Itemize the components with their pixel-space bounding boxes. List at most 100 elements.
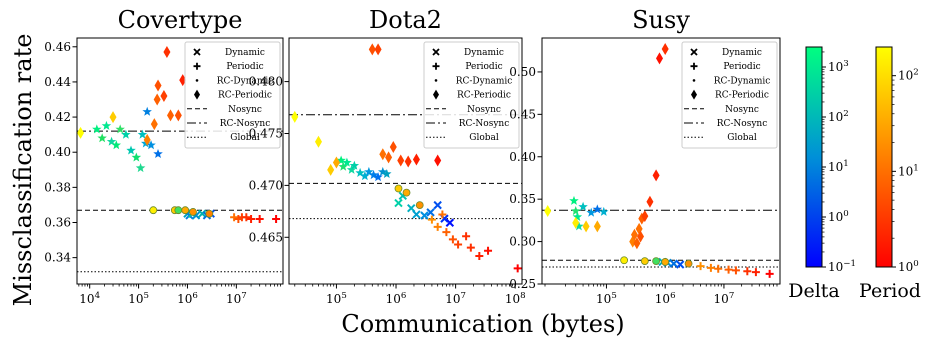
subplot-covertype: Covertype 104 105 106 107 0.34 0.36 0.38 0.40 0.4…	[44, 6, 284, 306]
marker-global	[640, 257, 649, 265]
marker-rc-dynamic	[572, 212, 583, 221]
marker-rc-periodic	[385, 151, 393, 164]
marker-rc-dynamic	[131, 152, 142, 162]
x-tick-label: 106	[177, 291, 198, 306]
colorbar-period-gradient	[875, 46, 893, 268]
marker-rc-periodic	[655, 52, 663, 65]
y-tick-label: 0.40	[44, 145, 71, 159]
marker-global	[149, 206, 158, 215]
legend: Dynamic Periodic RC-Dynamic RC-Periodic Nosy…	[423, 41, 520, 149]
marker-periodic	[230, 213, 239, 222]
legend-rc-nosync-label: RC-Nosync	[220, 119, 271, 129]
marker-rc-periodic	[633, 237, 641, 250]
marker-rc-dynamic	[364, 166, 374, 176]
marker-rc-dynamic	[135, 163, 146, 173]
marker-rc-dynamic	[360, 171, 370, 181]
marker-rc-dynamic	[378, 166, 388, 176]
marker-periodic	[448, 235, 457, 244]
marker-rc-periodic	[291, 110, 299, 123]
colorbar-period: Period 100 101 102	[859, 46, 921, 302]
y-tick-label: 0.50	[509, 65, 536, 79]
marker-rc-periodic	[544, 205, 552, 218]
y-tick-label: 0.35	[509, 192, 536, 206]
marker-dynamic	[445, 218, 455, 227]
marker-rc-periodic	[154, 79, 162, 92]
marker-rc-dynamic	[599, 206, 609, 216]
colorbar-tick-label: 10−1	[828, 259, 856, 274]
legend-nosync-label: Nosync	[228, 105, 262, 115]
marker-dynamic	[669, 259, 678, 268]
legend-rc-dynamic-marker	[195, 79, 199, 82]
colorbar-tick-label: 102	[828, 109, 849, 124]
marker-rc-dynamic	[382, 169, 392, 178]
marker-dynamic	[426, 208, 435, 217]
legend-rc-nosync-label: RC-Nosync	[459, 119, 510, 129]
marker-global	[394, 184, 403, 193]
marker-rc-dynamic	[349, 160, 360, 170]
y-tick-label: 0.40	[509, 150, 536, 164]
marker-rc-periodic	[332, 156, 340, 169]
marker-periodic	[743, 267, 752, 276]
marker-rc-periodic	[641, 210, 649, 223]
marker-rc-dynamic	[101, 120, 112, 130]
marker-rc-periodic	[314, 135, 322, 148]
marker-rc-dynamic	[571, 206, 581, 216]
y-tick-label: 0.44	[44, 75, 71, 89]
marker-global	[684, 259, 693, 268]
marker-rc-periodic	[77, 126, 85, 139]
marker-dynamic	[675, 260, 685, 269]
marker-dynamic	[197, 209, 207, 218]
marker-global	[205, 209, 214, 218]
legend-dynamic-marker	[432, 48, 440, 56]
marker-periodic	[724, 265, 733, 274]
marker-periodic	[438, 210, 447, 219]
legend-nosync-label: Nosync	[467, 105, 501, 115]
legend: Dynamic Periodic RC-Dynamic RC-Periodic Nosy…	[184, 41, 281, 149]
legend-periodic-label: Periodic	[465, 62, 502, 72]
marker-rc-periodic	[412, 153, 420, 166]
marker-rc-periodic	[646, 195, 654, 208]
subplot-title: Susy	[632, 6, 690, 34]
legend-rc-periodic-label: RC-Periodic	[457, 91, 511, 101]
marker-periodic	[433, 222, 442, 231]
marker-rc-dynamic	[574, 221, 584, 231]
marker-rc-dynamic	[106, 136, 117, 146]
data-markers	[291, 43, 522, 273]
y-tick-label: 0.45	[509, 107, 536, 121]
marker-periodic	[462, 232, 471, 241]
legend-dynamic-label: Dynamic	[722, 48, 762, 58]
marker-rc-periodic	[652, 169, 660, 182]
marker-rc-dynamic	[592, 204, 603, 214]
legend-rc-dynamic-label: RC-Dynamic	[714, 76, 771, 86]
legend-periodic-marker	[432, 62, 440, 70]
marker-periodic	[731, 266, 740, 275]
y-tick-label: 0.25	[509, 277, 536, 291]
marker-rc-periodic	[163, 46, 171, 59]
marker-periodic	[454, 240, 463, 249]
legend-dynamic-label: Dynamic	[464, 48, 504, 58]
legend-periodic-marker	[193, 62, 201, 70]
subplot-dota2: Dota2 105 106 107 108 0.465 0.470 0.475 0.480 Dyn…	[249, 6, 526, 306]
y-tick-label: 0.465	[249, 230, 283, 244]
x-tick-label: 106	[386, 291, 407, 306]
marker-rc-dynamic	[569, 195, 579, 205]
x-tick-label: 107	[226, 291, 247, 306]
marker-periodic	[442, 228, 451, 237]
legend-box	[681, 41, 778, 149]
legend-box	[423, 41, 520, 149]
marker-rc-periodic	[167, 109, 175, 122]
marker-dynamic	[420, 211, 429, 220]
marker-dynamic	[394, 198, 403, 208]
marker-periodic	[247, 214, 256, 223]
marker-rc-periodic	[143, 133, 151, 146]
legend-rc-periodic-marker	[691, 89, 697, 100]
y-tick-label: 0.38	[44, 180, 71, 194]
legend-periodic-marker	[690, 62, 698, 70]
colorbar-tick-label: 100	[898, 259, 919, 274]
legend-global-label: Global	[469, 133, 499, 143]
legend: Dynamic Periodic RC-Dynamic RC-Periodic Nosy…	[681, 41, 778, 149]
marker-rc-periodic	[397, 154, 405, 167]
marker-rc-periodic	[153, 93, 161, 106]
marker-periodic	[765, 269, 774, 278]
marker-global	[415, 201, 424, 210]
